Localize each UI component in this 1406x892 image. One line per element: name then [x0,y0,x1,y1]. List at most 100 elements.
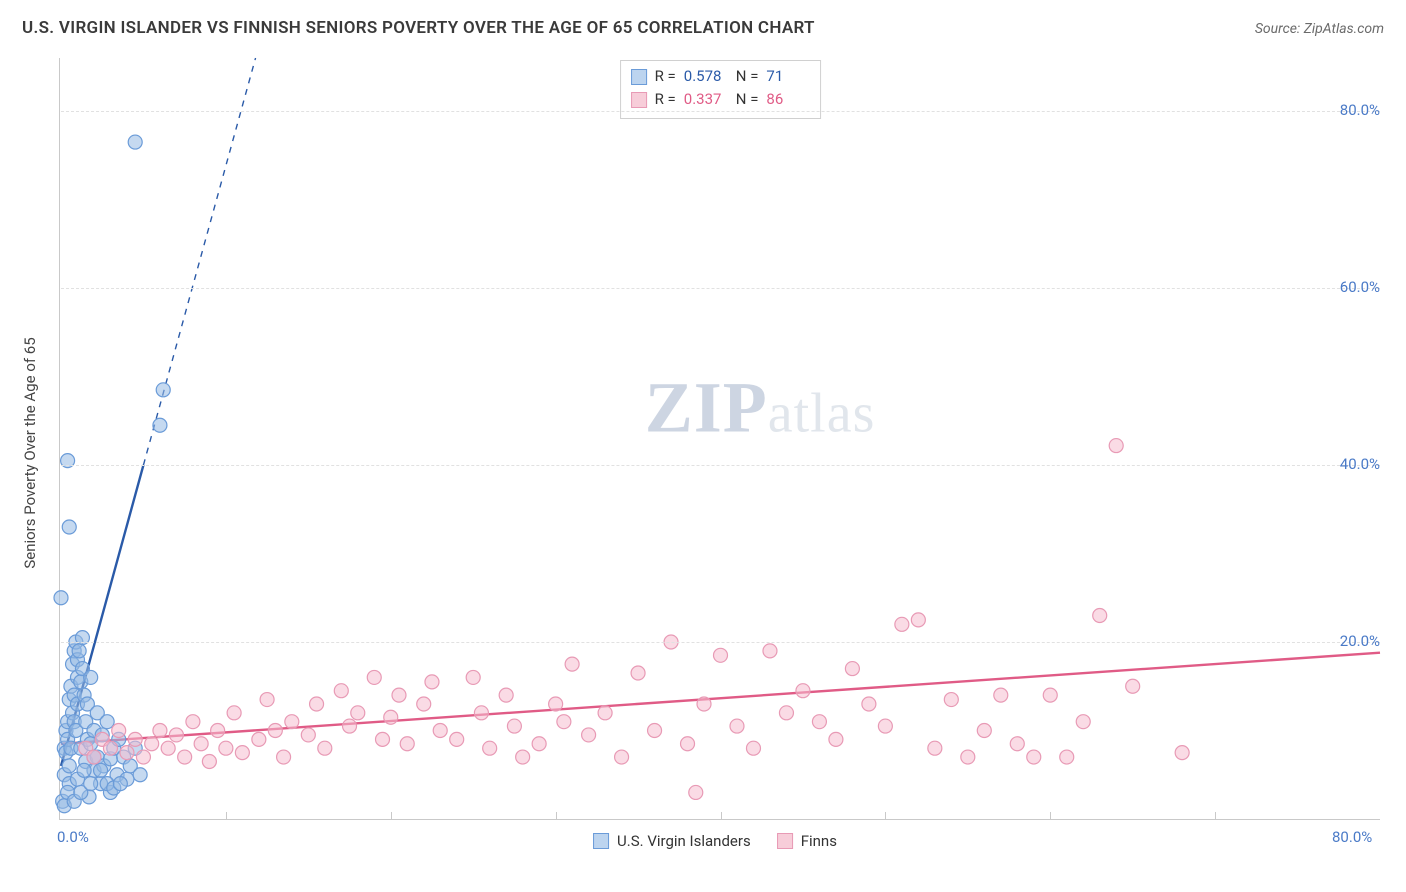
point-finns [1043,688,1057,702]
point-finns [697,697,711,711]
point-finns [763,644,777,658]
point-finns [944,693,958,707]
source-prefix: Source: [1255,21,1304,37]
point-finns [310,697,324,711]
gridline-h [61,642,1380,643]
point-finns [549,697,563,711]
point-finns [112,724,126,738]
point-finns [507,719,521,733]
point-usvi [128,135,142,149]
point-finns [689,785,703,799]
point-finns [367,670,381,684]
r-value: 0.337 [684,88,728,111]
point-finns [994,688,1008,702]
point-finns [862,697,876,711]
x-tick [1215,812,1216,820]
point-usvi [84,670,98,684]
point-finns [268,724,282,738]
point-finns [1060,750,1074,764]
gridline-h [61,465,1380,466]
y-axis-line [50,58,60,820]
x-tick [226,812,227,820]
point-finns [878,719,892,733]
point-finns [343,719,357,733]
point-finns [565,657,579,671]
point-finns [730,719,744,733]
legend-swatch-finns [631,92,647,108]
point-finns [648,724,662,738]
point-finns [103,741,117,755]
point-finns [631,666,645,680]
point-finns [392,688,406,702]
point-finns [433,724,447,738]
point-finns [557,715,571,729]
point-usvi [77,763,91,777]
point-usvi [54,591,68,605]
point-finns [384,710,398,724]
point-usvi [156,383,170,397]
point-finns [301,728,315,742]
legend-item-usvi: U.S. Virgin Islanders [593,832,751,850]
point-usvi [94,763,108,777]
point-finns [895,617,909,631]
point-finns [425,675,439,689]
point-finns [376,732,390,746]
point-finns [516,750,530,764]
n-value: 71 [766,65,810,88]
point-finns [1126,679,1140,693]
point-finns [928,741,942,755]
point-finns [829,732,843,746]
legend-label: Finns [801,832,837,850]
point-finns [1027,750,1041,764]
gridline-h [61,288,1380,289]
point-finns [532,737,546,751]
point-finns [227,706,241,720]
point-finns [260,693,274,707]
point-finns [169,728,183,742]
point-finns [845,662,859,676]
y-axis-label: Seniors Poverty Over the Age of 65 [21,337,39,568]
stats-legend: R =0.578N =71R =0.337N =86 [620,60,822,119]
n-label: N = [736,65,759,88]
plot-area: ZIPatlas R =0.578N =71R =0.337N =86 [61,58,1380,819]
point-finns [474,706,488,720]
point-finns [499,688,513,702]
source-link[interactable]: ZipAtlas.com [1304,21,1384,37]
point-finns [235,746,249,760]
point-finns [417,697,431,711]
point-finns [1010,737,1024,751]
legend-swatch-usvi [593,833,609,849]
point-finns [977,724,991,738]
n-label: N = [736,88,759,111]
point-finns [153,724,167,738]
point-finns [145,737,159,751]
point-finns [318,741,332,755]
point-finns [252,732,266,746]
trend-line-usvi-dash [143,58,255,465]
point-finns [746,741,760,755]
point-usvi [84,777,98,791]
point-finns [796,684,810,698]
point-finns [194,737,208,751]
point-finns [87,750,101,764]
point-finns [582,728,596,742]
x-tick-label: 80.0% [1332,828,1372,846]
point-finns [277,750,291,764]
point-finns [285,715,299,729]
y-tick-label: 20.0% [1310,632,1380,650]
point-finns [202,754,216,768]
point-finns [334,684,348,698]
point-finns [136,750,150,764]
point-finns [779,706,793,720]
legend-label: U.S. Virgin Islanders [617,832,751,850]
point-finns [911,613,925,627]
point-finns [450,732,464,746]
point-finns [211,724,225,738]
point-finns [351,706,365,720]
x-tick [391,812,392,820]
point-finns [1109,439,1123,453]
point-usvi [133,768,147,782]
x-tick [721,812,722,820]
point-usvi [153,418,167,432]
chart-svg [61,58,1380,819]
